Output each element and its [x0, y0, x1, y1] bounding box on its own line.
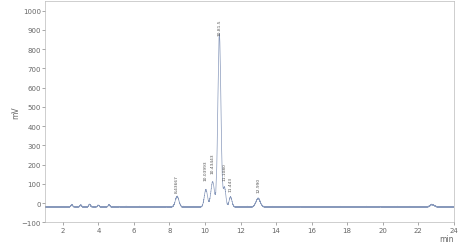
Text: 10.43443: 10.43443 — [210, 153, 214, 174]
Text: 12.990: 12.990 — [256, 177, 259, 192]
Text: 11.443: 11.443 — [228, 176, 232, 192]
Text: 10.81.5: 10.81.5 — [217, 19, 221, 36]
Text: 11.1080: 11.1080 — [222, 163, 226, 181]
Text: 8.43667: 8.43667 — [175, 174, 179, 192]
Y-axis label: mV: mV — [11, 106, 20, 118]
Text: 10.03993: 10.03993 — [203, 160, 207, 180]
X-axis label: min: min — [438, 234, 453, 243]
